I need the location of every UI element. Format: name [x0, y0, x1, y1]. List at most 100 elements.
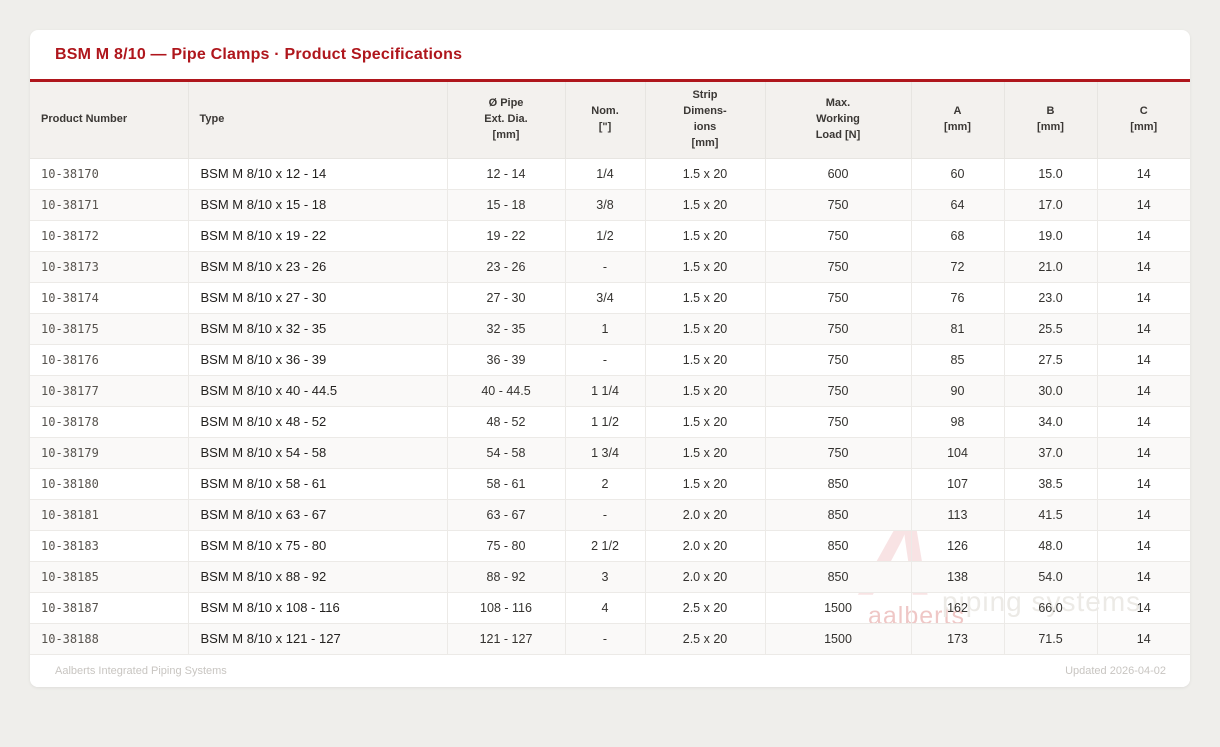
- nominal-size-cell: 1 1/2: [565, 406, 646, 438]
- product-number-cell: 10-38173: [30, 251, 189, 283]
- c-mm-cell: 14: [1097, 282, 1190, 314]
- strip-dim-cell: 2.0 x 20: [645, 499, 766, 531]
- b-mm-cell: 48.0: [1004, 530, 1098, 562]
- table-body: 10-38170 BSM M 8/10 x 12 - 14 12 - 14 1/4 1.…: [30, 158, 1190, 655]
- product-number-cell: 10-38172: [30, 220, 189, 252]
- product-number-cell: 10-38170: [30, 158, 189, 190]
- header-a-mm: A [mm]: [911, 82, 1005, 159]
- max-load-cell: 750: [765, 344, 912, 376]
- max-load-cell: 750: [765, 220, 912, 252]
- table-row: 10-38180 BSM M 8/10 x 58 - 61 58 - 61 2 1.5 …: [30, 468, 1190, 500]
- nominal-size-cell: 1: [565, 313, 646, 345]
- strip-dim-cell: 2.5 x 20: [645, 623, 766, 655]
- header-type: Type: [188, 82, 448, 159]
- product-number-cell: 10-38176: [30, 344, 189, 376]
- b-mm-cell: 15.0: [1004, 158, 1098, 190]
- footer-company-text: Aalberts Integrated Piping Systems: [55, 664, 227, 677]
- strip-dim-cell: 1.5 x 20: [645, 251, 766, 283]
- b-mm-cell: 41.5: [1004, 499, 1098, 531]
- nominal-size-cell: 2 1/2: [565, 530, 646, 562]
- nominal-size-cell: 3: [565, 561, 646, 593]
- b-mm-cell: 54.0: [1004, 561, 1098, 593]
- strip-dim-cell: 1.5 x 20: [645, 406, 766, 438]
- type-cell: BSM M 8/10 x 88 - 92: [188, 561, 448, 593]
- table-row: 10-38175 BSM M 8/10 x 32 - 35 32 - 35 1 1.5 …: [30, 313, 1190, 345]
- pipe-dia-cell: 48 - 52: [447, 406, 566, 438]
- pipe-dia-cell: 75 - 80: [447, 530, 566, 562]
- pipe-dia-cell: 54 - 58: [447, 437, 566, 469]
- pipe-dia-cell: 23 - 26: [447, 251, 566, 283]
- max-load-cell: 1500: [765, 623, 912, 655]
- type-cell: BSM M 8/10 x 15 - 18: [188, 189, 448, 221]
- spec-sheet-card: BSM M 8/10 — Pipe Clamps · Product Speci…: [30, 30, 1190, 687]
- page-title: BSM M 8/10 — Pipe Clamps · Product Speci…: [55, 45, 463, 63]
- product-number-cell: 10-38181: [30, 499, 189, 531]
- pipe-dia-cell: 88 - 92: [447, 561, 566, 593]
- type-cell: BSM M 8/10 x 48 - 52: [188, 406, 448, 438]
- nominal-size-cell: 1/2: [565, 220, 646, 252]
- table-row: 10-38185 BSM M 8/10 x 88 - 92 88 - 92 3 2.0 …: [30, 561, 1190, 593]
- strip-dim-cell: 2.5 x 20: [645, 592, 766, 624]
- a-mm-cell: 72: [911, 251, 1005, 283]
- a-mm-cell: 173: [911, 623, 1005, 655]
- max-load-cell: 750: [765, 189, 912, 221]
- strip-dim-cell: 2.0 x 20: [645, 561, 766, 593]
- footer-updated-text: Updated 2026-04-02: [1065, 664, 1166, 677]
- c-mm-cell: 14: [1097, 592, 1190, 624]
- max-load-cell: 750: [765, 282, 912, 314]
- a-mm-cell: 81: [911, 313, 1005, 345]
- nominal-size-cell: -: [565, 623, 646, 655]
- c-mm-cell: 14: [1097, 530, 1190, 562]
- product-number-cell: 10-38188: [30, 623, 189, 655]
- c-mm-cell: 14: [1097, 189, 1190, 221]
- table-row: 10-38172 BSM M 8/10 x 19 - 22 19 - 22 1/2 1.…: [30, 220, 1190, 252]
- header-b-mm: B [mm]: [1004, 82, 1098, 159]
- type-cell: BSM M 8/10 x 121 - 127: [188, 623, 448, 655]
- pipe-dia-cell: 12 - 14: [447, 158, 566, 190]
- header-pipe-ext-dia: Ø Pipe Ext. Dia. [mm]: [447, 82, 566, 159]
- header-c-mm: C [mm]: [1097, 82, 1190, 159]
- nominal-size-cell: 1 1/4: [565, 375, 646, 407]
- table-row: 10-38178 BSM M 8/10 x 48 - 52 48 - 52 1 1/2…: [30, 406, 1190, 438]
- c-mm-cell: 14: [1097, 158, 1190, 190]
- a-mm-cell: 113: [911, 499, 1005, 531]
- pipe-dia-cell: 40 - 44.5: [447, 375, 566, 407]
- type-cell: BSM M 8/10 x 32 - 35: [188, 313, 448, 345]
- c-mm-cell: 14: [1097, 623, 1190, 655]
- table-row: 10-38188 BSM M 8/10 x 121 - 127 121 - 127-…: [30, 623, 1190, 655]
- b-mm-cell: 37.0: [1004, 437, 1098, 469]
- c-mm-cell: 14: [1097, 251, 1190, 283]
- b-mm-cell: 27.5: [1004, 344, 1098, 376]
- table-row: 10-38177 BSM M 8/10 x 40 - 44.5 40 - 44.5 1…: [30, 375, 1190, 407]
- nominal-size-cell: 4: [565, 592, 646, 624]
- pipe-dia-cell: 19 - 22: [447, 220, 566, 252]
- product-number-cell: 10-38178: [30, 406, 189, 438]
- nominal-size-cell: 1/4: [565, 158, 646, 190]
- strip-dim-cell: 1.5 x 20: [645, 158, 766, 190]
- max-load-cell: 850: [765, 561, 912, 593]
- strip-dim-cell: 1.5 x 20: [645, 375, 766, 407]
- c-mm-cell: 14: [1097, 437, 1190, 469]
- nominal-size-cell: -: [565, 251, 646, 283]
- pipe-dia-cell: 58 - 61: [447, 468, 566, 500]
- max-load-cell: 750: [765, 406, 912, 438]
- product-number-cell: 10-38180: [30, 468, 189, 500]
- table-row: 10-38181 BSM M 8/10 x 63 - 67 63 - 67-2.0 …: [30, 499, 1190, 531]
- pipe-dia-cell: 63 - 67: [447, 499, 566, 531]
- product-number-cell: 10-38175: [30, 313, 189, 345]
- nominal-size-cell: -: [565, 499, 646, 531]
- strip-dim-cell: 1.5 x 20: [645, 220, 766, 252]
- product-number-cell: 10-38185: [30, 561, 189, 593]
- c-mm-cell: 14: [1097, 375, 1190, 407]
- b-mm-cell: 71.5: [1004, 623, 1098, 655]
- pipe-dia-cell: 108 - 116: [447, 592, 566, 624]
- type-cell: BSM M 8/10 x 12 - 14: [188, 158, 448, 190]
- type-cell: BSM M 8/10 x 23 - 26: [188, 251, 448, 283]
- a-mm-cell: 162: [911, 592, 1005, 624]
- strip-dim-cell: 2.0 x 20: [645, 530, 766, 562]
- a-mm-cell: 60: [911, 158, 1005, 190]
- nominal-size-cell: 2: [565, 468, 646, 500]
- c-mm-cell: 14: [1097, 468, 1190, 500]
- pipe-dia-cell: 36 - 39: [447, 344, 566, 376]
- a-mm-cell: 76: [911, 282, 1005, 314]
